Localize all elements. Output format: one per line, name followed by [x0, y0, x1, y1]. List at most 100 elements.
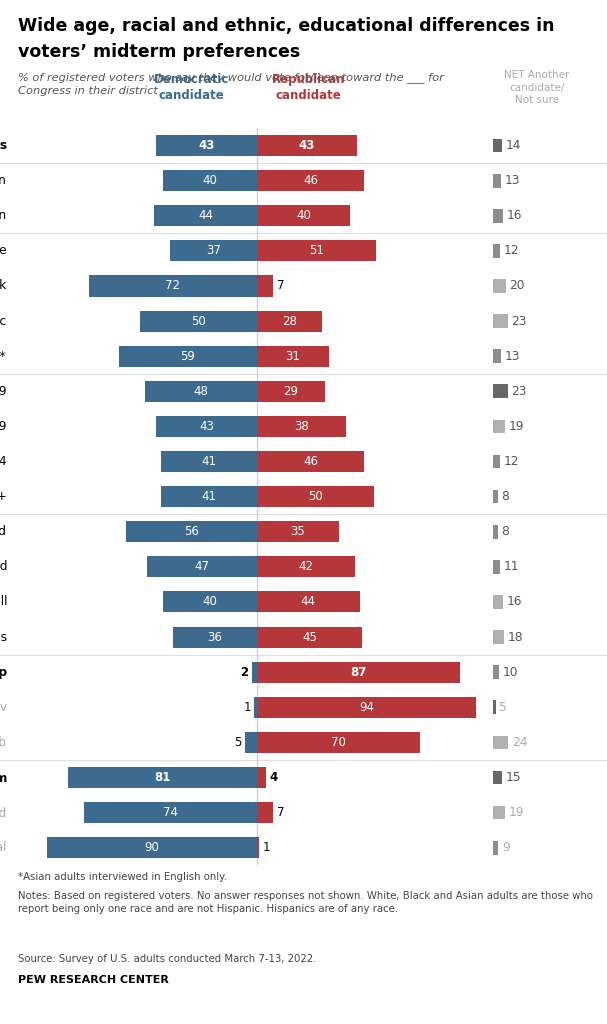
Bar — [140, 310, 257, 332]
Text: 28: 28 — [282, 314, 297, 328]
Text: 43: 43 — [199, 420, 214, 433]
Text: 36: 36 — [208, 631, 222, 643]
Bar — [493, 595, 503, 609]
Text: Liberal: Liberal — [0, 842, 7, 854]
Bar — [493, 560, 500, 573]
Text: 42: 42 — [298, 560, 313, 573]
Bar — [493, 420, 505, 433]
Bar — [493, 280, 506, 293]
Text: 20: 20 — [509, 280, 524, 293]
Text: 50: 50 — [308, 490, 322, 503]
Bar — [257, 556, 355, 578]
Text: 41: 41 — [202, 490, 217, 503]
Text: voters’ midterm preferences: voters’ midterm preferences — [18, 43, 300, 61]
Text: 47: 47 — [194, 560, 209, 573]
Text: PEW RESEARCH CENTER: PEW RESEARCH CENTER — [18, 975, 169, 985]
Text: 65+: 65+ — [0, 490, 7, 503]
Text: College grad: College grad — [0, 560, 7, 573]
Bar — [119, 346, 257, 367]
Text: Asian*: Asian* — [0, 350, 7, 362]
Text: % of registered voters who say they would vote for/lean toward the ___ for
Congr: % of registered voters who say they woul… — [18, 72, 444, 96]
Bar — [257, 521, 339, 543]
Text: 74: 74 — [163, 806, 178, 819]
Text: 72: 72 — [165, 280, 180, 293]
Bar — [147, 556, 257, 578]
Bar — [245, 732, 257, 753]
Text: Some coll: Some coll — [0, 596, 7, 608]
Bar — [493, 806, 505, 819]
Text: 23: 23 — [511, 314, 527, 328]
Text: 43: 43 — [198, 139, 215, 152]
Text: Rep/Lean Rep: Rep/Lean Rep — [0, 666, 7, 679]
Text: Notes: Based on registered voters. No answer responses not shown. White, Black a: Notes: Based on registered voters. No an… — [18, 891, 593, 914]
Bar — [257, 696, 476, 718]
Text: 44: 44 — [198, 209, 213, 222]
Bar — [68, 767, 257, 788]
Bar — [493, 384, 507, 398]
Bar — [493, 209, 503, 222]
Text: 46: 46 — [303, 455, 318, 468]
Bar — [493, 314, 507, 328]
Bar — [493, 630, 504, 644]
Text: 50-64: 50-64 — [0, 455, 7, 468]
Text: Men: Men — [0, 174, 7, 187]
Text: 59: 59 — [180, 350, 195, 362]
Text: 94: 94 — [359, 700, 374, 714]
Text: 40: 40 — [203, 596, 217, 608]
Text: 90: 90 — [144, 842, 159, 854]
Text: 16: 16 — [507, 209, 522, 222]
Bar — [257, 627, 362, 647]
Bar — [257, 170, 364, 191]
Text: 4: 4 — [270, 771, 278, 784]
Bar — [257, 662, 460, 683]
Bar — [157, 416, 257, 437]
Bar — [257, 135, 357, 156]
Bar — [493, 700, 496, 714]
Bar — [161, 486, 257, 507]
Bar — [493, 138, 502, 153]
Bar — [257, 241, 376, 261]
Text: 19: 19 — [509, 420, 524, 433]
Text: 70: 70 — [331, 736, 346, 749]
Bar — [157, 135, 257, 156]
Bar — [493, 525, 498, 539]
Text: 13: 13 — [504, 174, 520, 187]
Text: 14: 14 — [505, 139, 521, 152]
Text: 40: 40 — [203, 174, 217, 187]
Text: 13: 13 — [504, 350, 520, 362]
Text: 23: 23 — [511, 385, 527, 397]
Text: NET Another
candidate/
Not sure: NET Another candidate/ Not sure — [504, 71, 569, 105]
Bar — [257, 592, 359, 612]
Text: Cons/Mod: Cons/Mod — [0, 806, 7, 819]
Text: 37: 37 — [206, 245, 221, 257]
Bar — [126, 521, 257, 543]
Text: 40: 40 — [296, 209, 311, 222]
Text: 19: 19 — [509, 806, 524, 819]
Bar — [84, 802, 257, 823]
Text: 30-49: 30-49 — [0, 420, 7, 433]
Text: 8: 8 — [501, 490, 509, 503]
Text: 8: 8 — [501, 525, 509, 539]
Text: 56: 56 — [184, 525, 199, 539]
Bar — [493, 841, 498, 855]
Text: 50: 50 — [191, 314, 206, 328]
Text: 16: 16 — [507, 596, 522, 608]
Bar — [257, 732, 420, 753]
Bar — [493, 666, 499, 679]
Text: 18: 18 — [508, 631, 523, 643]
Text: Mod/Lib: Mod/Lib — [0, 736, 7, 749]
Bar — [493, 174, 501, 187]
Text: 29: 29 — [283, 385, 298, 397]
Text: Women: Women — [0, 209, 7, 222]
Bar — [493, 489, 498, 504]
Bar — [257, 451, 364, 472]
Text: 12: 12 — [504, 455, 520, 468]
Bar — [493, 771, 503, 784]
Text: Hispanic: Hispanic — [0, 314, 7, 328]
Bar — [257, 275, 273, 297]
Bar — [493, 455, 500, 468]
Text: 48: 48 — [194, 385, 208, 397]
Text: 7: 7 — [277, 280, 284, 293]
Text: 35: 35 — [290, 525, 305, 539]
Text: 24: 24 — [512, 736, 527, 749]
